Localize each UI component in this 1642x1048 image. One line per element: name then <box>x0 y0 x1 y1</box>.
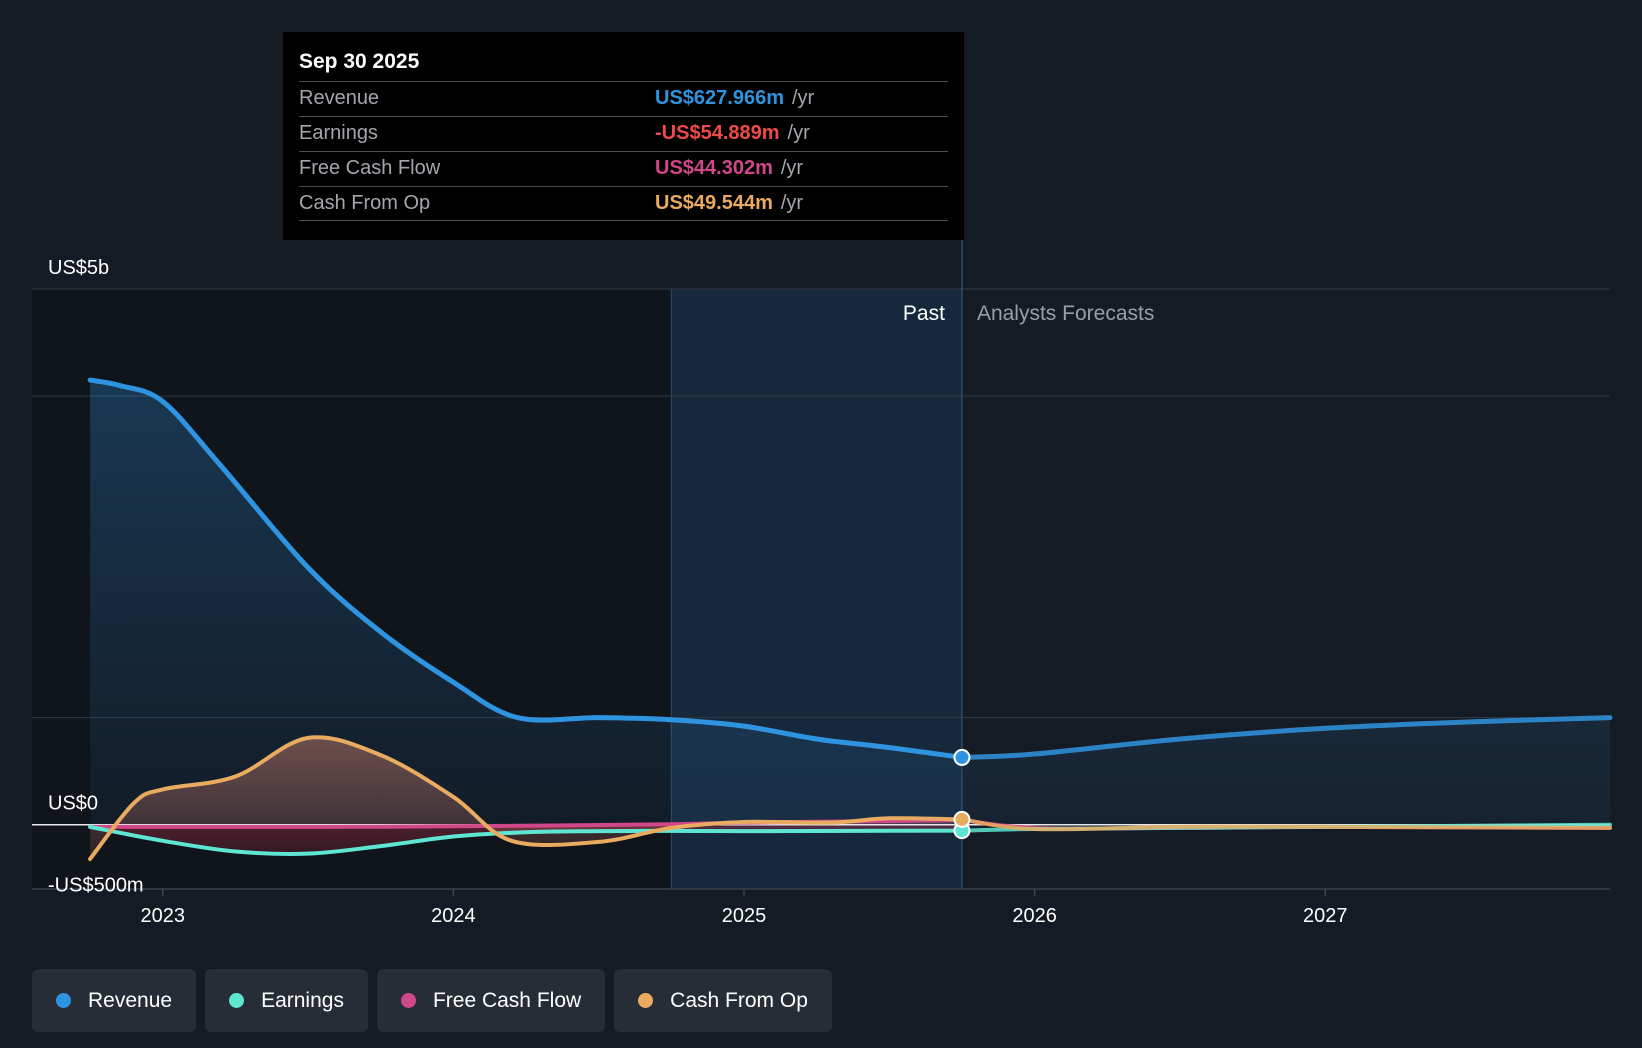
cash-from-op-point <box>953 810 971 828</box>
x-tick-label: 2026 <box>1012 905 1057 927</box>
cash-from-op-past-line <box>88 735 964 861</box>
free-cash-flow-dot-icon <box>400 993 416 1008</box>
tooltip-label: Revenue <box>299 87 380 109</box>
tooltip-unit: /yr <box>780 192 804 214</box>
legend-label: Revenue <box>88 988 173 1012</box>
y-tick-label: US$0 <box>48 793 98 815</box>
tooltip: Sep 30 2025 Revenue US$627.966m /yr Earn… <box>283 32 964 240</box>
x-tick-label: 2027 <box>1303 905 1348 927</box>
revenue-point <box>953 748 971 766</box>
y-tick-label: -US$500m <box>48 874 144 896</box>
tooltip-unit: /yr <box>791 87 815 109</box>
legend-item-cash-from-op[interactable]: Cash From Op <box>614 969 832 1032</box>
revenue-dot-icon <box>56 993 71 1008</box>
earnings-past-line <box>88 824 964 856</box>
tooltip-value: -US$54.889m <box>655 122 780 144</box>
legend-item-revenue[interactable]: Revenue <box>32 969 197 1032</box>
revenue-forecast-line <box>959 715 1613 760</box>
tooltip-value: US$49.544m <box>655 192 773 214</box>
tooltip-row-earnings: Earnings -US$54.889m /yr <box>299 116 948 151</box>
tooltip-row-free-cash-flow: Free Cash Flow US$44.302m /yr <box>299 151 948 186</box>
x-tick-label: 2025 <box>722 905 767 927</box>
tooltip-label: Earnings <box>299 122 378 144</box>
legend-label: Earnings <box>261 988 344 1012</box>
legend-label: Cash From Op <box>670 988 808 1012</box>
legend-item-earnings[interactable]: Earnings <box>205 969 368 1032</box>
legend-item-free-cash-flow[interactable]: Free Cash Flow <box>376 969 606 1032</box>
tooltip-label: Cash From Op <box>299 192 431 214</box>
tooltip-row-cash-from-op: Cash From Op US$49.544m /yr <box>299 186 948 221</box>
cash-from-op-forecast-line <box>959 817 1612 832</box>
legend: Revenue Earnings Free Cash Flow Cash Fro… <box>32 969 832 1032</box>
tooltip-row-revenue: Revenue US$627.966m /yr <box>299 81 948 116</box>
cash-from-op-dot-icon <box>638 993 654 1008</box>
tooltip-value: US$627.966m <box>655 87 784 109</box>
y-tick-label: US$5b <box>48 257 109 279</box>
legend-label: Free Cash Flow <box>432 988 582 1012</box>
tooltip-date: Sep 30 2025 <box>299 50 420 73</box>
tooltip-unit: /yr <box>780 157 804 179</box>
tooltip-value: US$44.302m <box>655 157 773 179</box>
tooltip-label: Free Cash Flow <box>299 157 441 179</box>
cash-from-op-area <box>90 737 962 859</box>
past-label: Past <box>903 302 945 325</box>
x-tick-label: 2024 <box>431 905 476 927</box>
earnings-dot-icon <box>229 993 245 1008</box>
tooltip-unit: /yr <box>787 122 810 144</box>
revenue-past-line <box>87 377 965 760</box>
x-tick-label: 2023 <box>141 905 186 927</box>
forecast-label: Analysts Forecasts <box>977 302 1154 325</box>
revenue-area <box>90 380 1611 825</box>
earnings-area <box>90 824 962 854</box>
